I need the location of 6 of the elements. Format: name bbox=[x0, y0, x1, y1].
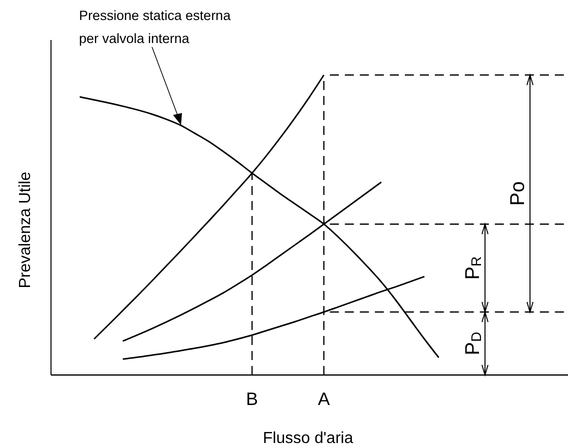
x-tick-label: B bbox=[246, 389, 258, 409]
x-tick-label: A bbox=[318, 389, 330, 409]
x-axis-title: Flusso d'aria bbox=[262, 430, 354, 447]
annotation: Po bbox=[507, 181, 529, 206]
y-axis-title: Prevalenza Utile bbox=[17, 172, 34, 288]
text: Pressione statica esterna per valvola interna bbox=[79, 8, 232, 46]
